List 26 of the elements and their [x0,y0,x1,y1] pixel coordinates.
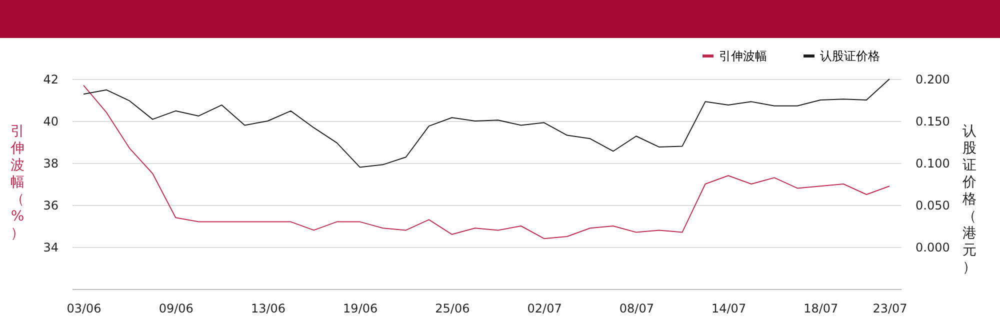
legend-label: 认股证价格 [820,49,880,63]
y2-tick-label: 0.100 [916,156,950,170]
y2-tick-label: 0.000 [916,240,950,254]
x-tick-label: 02/07 [527,302,562,316]
text: 认股证价格（港元） [962,124,976,276]
line-series [83,84,890,240]
y-tick-label: 36 [43,198,58,212]
y-tick-label: 34 [43,240,58,254]
x-tick-label: 14/07 [711,302,746,316]
line-series [83,78,890,168]
x-tick-label: 03/06 [66,302,102,316]
y2-tick-label: 0.050 [916,198,950,212]
y-tick-label: 38 [43,156,58,170]
y-tick-label: 40 [43,114,58,128]
x-tick-label: 25/06 [435,302,470,316]
y-axis-title: 引伸波幅（%） [10,124,24,242]
y-tick-label: 42 [43,72,58,86]
legend-label: 引伸波幅 [719,49,767,63]
x-tick-label: 13/06 [250,302,286,316]
y2-tick-label: 0.200 [916,72,950,86]
x-tick-label: 18/07 [804,302,838,316]
x-tick-label: 23/07 [872,302,908,316]
x-tick-label: 19/06 [343,302,378,316]
y2-tick-label: 0.150 [916,114,950,128]
x-tick-label: 08/07 [619,302,654,316]
x-tick-label: 09/06 [158,302,194,316]
